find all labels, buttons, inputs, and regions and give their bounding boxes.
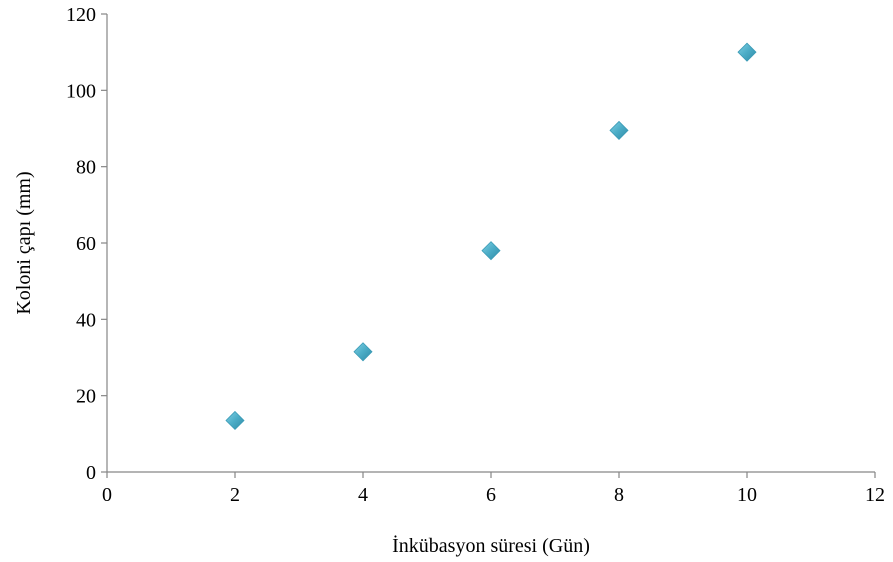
x-tick-label: 0 [102, 484, 112, 506]
y-axis-title: Koloni çapı (mm) [13, 171, 35, 314]
y-ticks: 0 20 40 60 80 100 120 [66, 4, 107, 484]
x-tick-label: 6 [486, 484, 496, 506]
data-point [737, 42, 757, 62]
y-tick-label: 40 [76, 309, 96, 331]
y-tick-label: 80 [76, 157, 96, 179]
x-axis-title: İnkübasyon süresi (Gün) [392, 534, 590, 557]
data-points [225, 42, 757, 431]
data-point [225, 410, 245, 431]
y-tick-label: 60 [76, 233, 96, 255]
y-tick-label: 20 [76, 386, 96, 408]
y-tick-label: 0 [86, 462, 96, 484]
x-tick-label: 10 [737, 484, 757, 506]
data-point [609, 120, 629, 140]
data-point [481, 241, 501, 261]
y-tick-label: 100 [66, 80, 96, 102]
x-tick-label: 12 [865, 484, 885, 506]
x-tick-label: 8 [614, 484, 624, 506]
x-ticks: 0 2 4 6 8 10 12 [102, 472, 885, 506]
y-tick-label: 120 [66, 4, 96, 26]
x-tick-label: 2 [230, 484, 240, 506]
x-tick-label: 4 [358, 484, 368, 506]
data-point [353, 342, 373, 362]
